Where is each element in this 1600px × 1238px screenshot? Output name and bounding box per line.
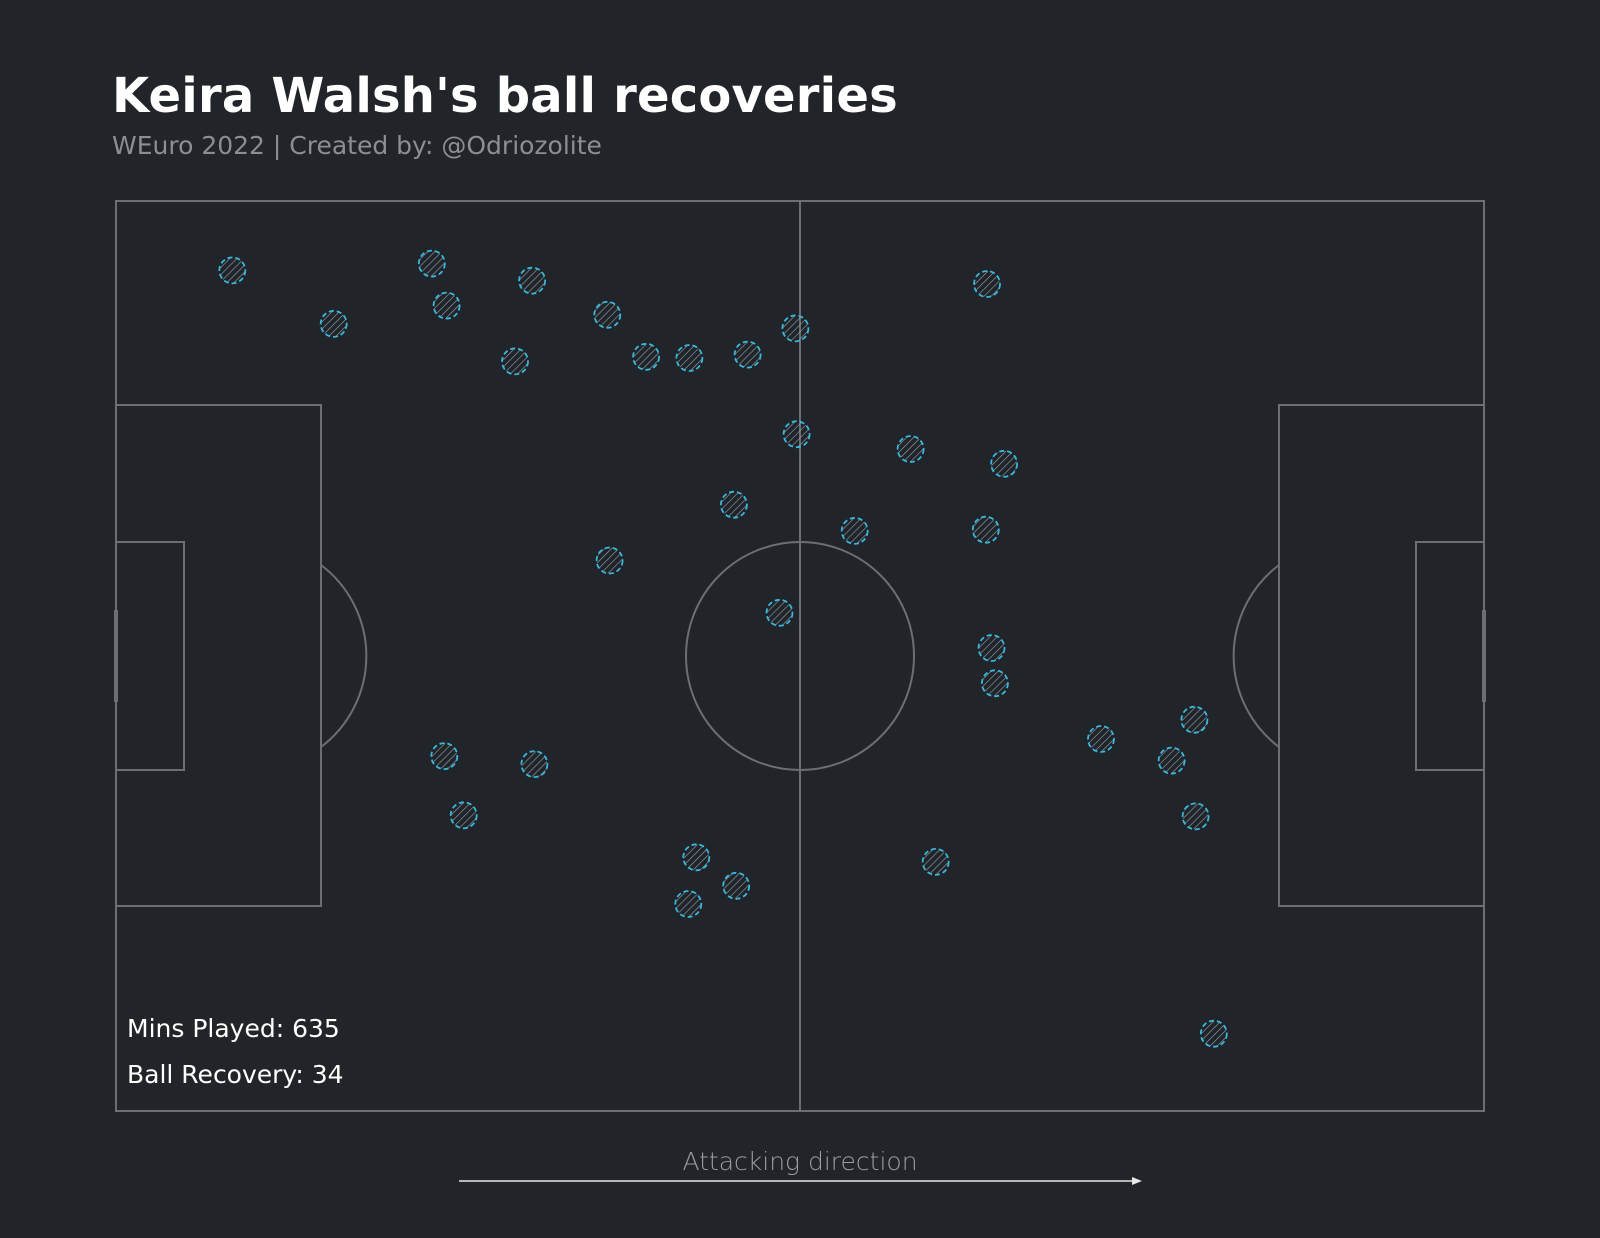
mins-played-label: Mins Played: 635 bbox=[127, 1014, 340, 1043]
left-penalty-area bbox=[115, 404, 322, 907]
recovery-point bbox=[720, 490, 748, 519]
recovery-point bbox=[449, 801, 478, 830]
recovery-point bbox=[1181, 802, 1210, 831]
recovery-point bbox=[593, 300, 622, 329]
attacking-direction-arrowhead bbox=[1132, 1177, 1142, 1185]
left-six-yard-box bbox=[115, 541, 185, 771]
recovery-point bbox=[432, 291, 461, 320]
recovery-point bbox=[781, 314, 810, 343]
recovery-point bbox=[981, 669, 1009, 698]
recovery-point bbox=[595, 546, 624, 575]
recovery-point bbox=[674, 890, 703, 918]
recovery-point bbox=[977, 634, 1006, 662]
recovery-point bbox=[1180, 705, 1209, 734]
recovery-point bbox=[840, 517, 869, 545]
right-penalty-arc bbox=[1232, 564, 1280, 748]
ball-recovery-label: Ball Recovery: 34 bbox=[127, 1060, 344, 1089]
recovery-point bbox=[765, 598, 794, 627]
recovery-point bbox=[430, 742, 459, 770]
left-penalty-arc bbox=[320, 564, 368, 748]
recovery-point bbox=[682, 843, 711, 872]
recovery-point bbox=[921, 848, 950, 876]
right-penalty-area bbox=[1278, 404, 1485, 907]
recovery-points bbox=[218, 249, 1228, 1048]
recovery-point bbox=[675, 344, 704, 372]
recovery-point bbox=[733, 340, 762, 369]
recovery-point bbox=[632, 342, 660, 371]
recovery-point bbox=[1087, 725, 1115, 753]
recovery-point bbox=[782, 420, 811, 449]
recovery-point bbox=[1199, 1019, 1228, 1048]
recovery-point bbox=[218, 256, 247, 285]
pitch-lines bbox=[114, 200, 1486, 1112]
right-six-yard-box bbox=[1415, 541, 1485, 771]
chart-title: Keira Walsh's ball recoveries bbox=[112, 68, 898, 124]
recovery-point bbox=[722, 871, 751, 900]
recovery-point bbox=[973, 270, 1001, 298]
recovery-point bbox=[417, 249, 446, 278]
chart-subtitle: WEuro 2022 | Created by: @Odriozolite bbox=[112, 131, 602, 160]
recovery-point bbox=[520, 750, 549, 778]
recovery-point bbox=[501, 347, 529, 376]
recovery-point bbox=[1157, 746, 1186, 775]
centre-circle bbox=[685, 541, 915, 771]
recovery-point bbox=[990, 449, 1018, 478]
attacking-direction-label: Attacking direction bbox=[682, 1147, 917, 1176]
recovery-point bbox=[319, 309, 348, 338]
recovery-point bbox=[971, 515, 1000, 544]
recovery-point bbox=[518, 266, 546, 295]
recovery-point bbox=[896, 435, 925, 463]
